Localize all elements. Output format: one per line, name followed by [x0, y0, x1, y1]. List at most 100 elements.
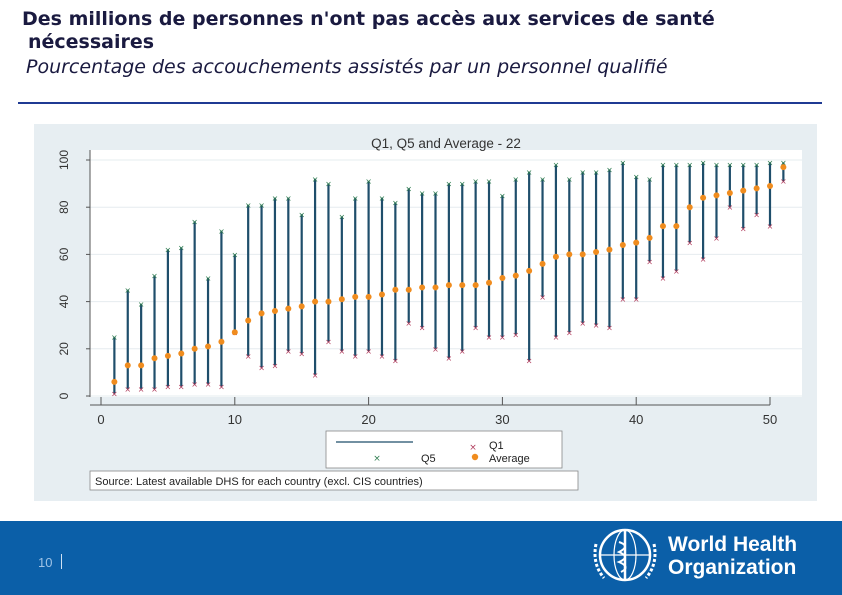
- q5-point: ×: [459, 180, 466, 189]
- q5-point: ×: [124, 286, 131, 295]
- q5-point: ×: [218, 227, 225, 236]
- average-point: [459, 282, 466, 289]
- average-point: [191, 345, 198, 352]
- q5-point: ×: [365, 177, 372, 186]
- chart-source: Source: Latest available DHS for each co…: [95, 476, 423, 488]
- average-point: [593, 249, 600, 256]
- q1-point: ×: [258, 364, 265, 373]
- y-tick-label: 20: [57, 342, 71, 356]
- q5-point: ×: [138, 300, 145, 309]
- q1-point: ×: [767, 222, 774, 231]
- average-point: [579, 251, 586, 258]
- q5-point: ×: [272, 194, 279, 203]
- y-tick-label: 100: [57, 150, 71, 170]
- average-point: [365, 293, 372, 300]
- average-point: [753, 185, 760, 192]
- chart-title: Q1, Q5 and Average - 22: [371, 136, 521, 151]
- slide-title: Des millions de personnes n'ont pas accè…: [22, 8, 822, 80]
- average-point: [312, 298, 319, 305]
- q5-point: ×: [633, 173, 640, 182]
- q5-point: ×: [486, 177, 493, 186]
- q1-point: ×: [646, 257, 653, 266]
- q5-point: ×: [419, 189, 426, 198]
- q5-point: ×: [713, 161, 720, 170]
- average-point: [539, 260, 546, 267]
- q5-point: ×: [178, 243, 185, 252]
- average-point: [298, 303, 305, 310]
- q5-point: ×: [512, 175, 519, 184]
- who-name: World Health Organization: [668, 533, 797, 579]
- q1-point: ×: [553, 333, 560, 342]
- average-point: [606, 246, 613, 253]
- q1-point: ×: [165, 383, 172, 392]
- q1-point: ×: [619, 295, 626, 304]
- q1-point: ×: [419, 324, 426, 333]
- average-point: [486, 279, 493, 286]
- q1-point: ×: [633, 295, 640, 304]
- average-point: [325, 298, 332, 305]
- q5-point: ×: [686, 161, 693, 170]
- x-tick-label: 30: [495, 412, 509, 427]
- average-point: [138, 362, 145, 369]
- q5-point: ×: [767, 158, 774, 167]
- average-point: [646, 234, 653, 241]
- tick-labels: 0 20 40 60 80 100 0 10 20 30 40 50: [57, 150, 777, 427]
- q1-point: ×: [446, 354, 453, 363]
- chart-frame: Q1, Q5 and Average - 22 0 20 40 60 80 100 0 10 2…: [34, 124, 817, 501]
- average-point: [245, 317, 252, 324]
- average-point: [124, 362, 131, 369]
- average-point: [566, 251, 573, 258]
- title-line-1: Des millions de personnes n'ont pas accè…: [22, 8, 715, 30]
- legend-q5-swatch: ×: [373, 454, 381, 464]
- q5-point: ×: [285, 194, 292, 203]
- x-tick-label: 0: [97, 412, 104, 427]
- q5-point: ×: [566, 175, 573, 184]
- average-point: [512, 272, 519, 279]
- who-emblem-icon: [593, 528, 657, 582]
- average-point: [445, 282, 452, 289]
- q5-point: ×: [258, 201, 265, 210]
- legend-q1-swatch: ×: [469, 443, 477, 453]
- who-name-line-1: World Health: [668, 533, 798, 556]
- q1-point: ×: [312, 371, 319, 380]
- average-point: [419, 284, 426, 291]
- legend: × Q1 × Q5 Average: [325, 430, 563, 469]
- q1-point: ×: [660, 274, 667, 283]
- q5-point: ×: [780, 158, 787, 167]
- title-divider: [18, 102, 822, 104]
- average-point: [767, 182, 773, 189]
- q5-point: ×: [325, 180, 332, 189]
- q5-point: ×: [312, 175, 319, 184]
- q1-point: ×: [285, 347, 292, 356]
- average-point: [178, 350, 185, 357]
- q1-point: ×: [352, 352, 359, 361]
- average-point: [713, 192, 720, 199]
- q5-point: ×: [606, 165, 613, 174]
- average-point: [392, 286, 399, 293]
- average-point: [499, 275, 506, 281]
- average-point: [673, 223, 680, 230]
- q5-point: ×: [526, 168, 533, 177]
- q1-point: ×: [780, 177, 787, 186]
- q1-point: ×: [338, 347, 345, 356]
- average-point: [472, 282, 479, 289]
- q1-point: ×: [405, 319, 412, 328]
- q1-point: ×: [579, 319, 586, 328]
- q5-point: ×: [579, 168, 586, 177]
- q1-point: ×: [432, 345, 439, 354]
- q1-point: ×: [325, 338, 332, 347]
- page-number-separator: [61, 554, 62, 569]
- q5-point: ×: [111, 333, 118, 342]
- q5-point: ×: [151, 272, 158, 281]
- x-tick-label: 20: [361, 412, 375, 427]
- x-tick-label: 50: [763, 412, 777, 427]
- q1-point: ×: [392, 357, 399, 366]
- average-point: [740, 187, 747, 194]
- q1-point: ×: [566, 328, 573, 337]
- data-marks: × × × × × × × × × × × × × × × × × × × × × × × × × × × × × × × × × × × × × × × ×…: [111, 158, 787, 398]
- q1-point: ×: [526, 357, 533, 366]
- average-point: [726, 190, 733, 197]
- q5-point: ×: [298, 210, 305, 219]
- y-tick-label: 40: [57, 295, 71, 309]
- q5-point: ×: [673, 161, 680, 170]
